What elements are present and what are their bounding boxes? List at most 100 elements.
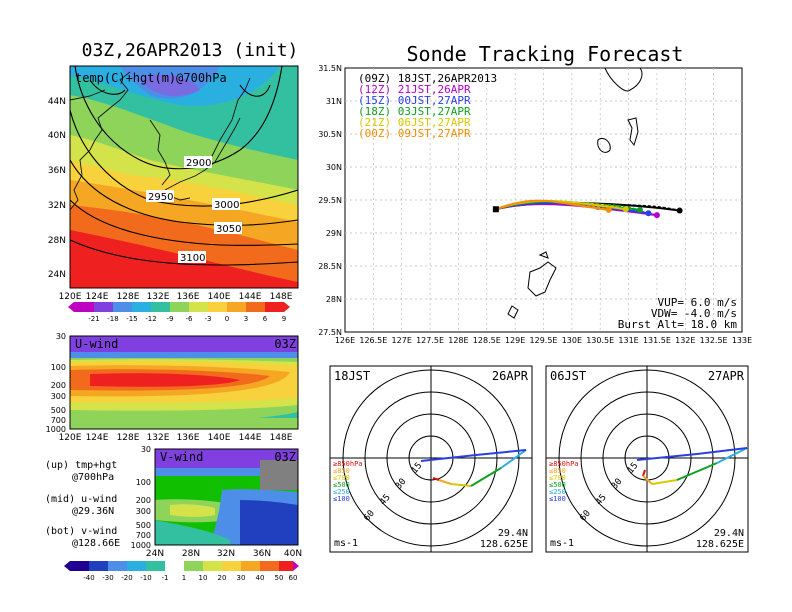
- lat-tick-label: 28.5N: [318, 262, 342, 271]
- landing-point: [645, 210, 652, 217]
- svg-text:144E: 144E: [239, 433, 262, 443]
- contour-label: 2950: [148, 192, 173, 203]
- track-line: [495, 199, 609, 211]
- landing-point: [622, 206, 629, 213]
- svg-text:200: 200: [51, 381, 66, 390]
- hodograph-trace: [642, 475, 653, 485]
- temp-colorbar-labels: -21 -18 -15 -12 -9 -6 -3 0 3 6 9: [88, 315, 286, 323]
- svg-text:-40: -40: [83, 574, 94, 582]
- tracking-params: VUP= 6.0 m/s VDW= -4.0 m/s Burst Alt= 18…: [618, 296, 738, 331]
- svg-text:Burst Alt= 18.0 km: Burst Alt= 18.0 km: [618, 318, 738, 331]
- hodograph-trace: [438, 479, 452, 485]
- svg-text:700: 700: [51, 416, 66, 425]
- hodograph-unit: ms-1: [334, 538, 358, 549]
- svg-text:60: 60: [289, 574, 298, 582]
- svg-text:120E: 120E: [59, 433, 82, 443]
- hodograph-level-label: ≤850: [549, 467, 566, 475]
- descent-line: [572, 203, 609, 211]
- lon-tick-label: 127E: [392, 336, 412, 345]
- top-map-lon-ticks: 120E 124E 128E 132E 136E 140E 144E 148E: [59, 292, 293, 302]
- descent-line: [580, 202, 626, 210]
- hodograph-level-label: ≤100: [333, 495, 350, 503]
- svg-text:140E: 140E: [208, 292, 231, 302]
- svg-text:-15: -15: [126, 315, 137, 323]
- descent-line: [607, 203, 680, 212]
- hodograph-trace: [420, 449, 527, 462]
- svg-text:-12: -12: [145, 315, 156, 323]
- tracking-gridlines: [345, 68, 742, 332]
- u-wind-lon-ticks: 120E 124E 128E 132E 136E 140E 144E 148E: [59, 433, 293, 443]
- svg-text:1000: 1000: [46, 425, 66, 434]
- svg-text:20: 20: [218, 574, 227, 582]
- v-wind-time: 03Z: [274, 450, 296, 464]
- svg-text:-3: -3: [205, 315, 212, 323]
- svg-text:128E: 128E: [117, 292, 140, 302]
- svg-text:200: 200: [136, 496, 151, 505]
- temp-colorbar: [68, 302, 290, 312]
- hodograph-trace: [716, 447, 748, 464]
- svg-text:300: 300: [136, 507, 151, 516]
- hodograph-trace: [642, 469, 646, 477]
- svg-text:148E: 148E: [270, 292, 293, 302]
- svg-text:32N: 32N: [217, 549, 235, 559]
- svg-text:-9: -9: [167, 315, 174, 323]
- v-wind-p-ticks: 30 100 200 300 500 700 1000: [131, 445, 151, 550]
- svg-text:124E: 124E: [86, 433, 109, 443]
- svg-text:136E: 136E: [177, 433, 200, 443]
- svg-text:30: 30: [237, 574, 246, 582]
- hodograph-date: 26APR: [492, 369, 529, 383]
- svg-text:40N: 40N: [284, 549, 302, 559]
- svg-text:@700hPa: @700hPa: [72, 472, 114, 483]
- hodograph-trace: [470, 467, 502, 487]
- top-map-lat-ticks: 44N 40N 36N 32N 28N 24N: [48, 97, 66, 280]
- svg-text:(mid) u-wind: (mid) u-wind: [45, 494, 117, 505]
- hodograph-level-label: ≤100: [549, 495, 566, 503]
- svg-text:3: 3: [244, 315, 248, 323]
- svg-text:128E: 128E: [117, 433, 140, 443]
- hodograph-trace: [676, 462, 718, 481]
- lon-tick-label: 132.5E: [700, 336, 728, 345]
- legend-entry: (18Z) 03JST,27APR: [358, 105, 471, 118]
- v-wind-colorbar: [64, 561, 299, 571]
- lon-tick-label: 132E: [675, 336, 695, 345]
- svg-text:136E: 136E: [177, 292, 200, 302]
- lon-tick-label: 128E: [448, 336, 468, 345]
- hodograph-level-label: ≤500: [549, 481, 566, 489]
- svg-text:6: 6: [263, 315, 268, 323]
- hodograph-lon: 128.625E: [696, 539, 744, 550]
- svg-text:124E: 124E: [86, 292, 109, 302]
- lon-tick-label: 129.5E: [530, 336, 558, 345]
- svg-text:30: 30: [141, 445, 151, 454]
- v-wind-colorbar-labels: -40 -30 -20 -10 -1 1 10 20 30 40 50 60: [83, 574, 297, 582]
- lon-tick-label: 128.5E: [473, 336, 501, 345]
- temp-map-label: temp(C)+hgt(m)@700hPa: [75, 71, 227, 85]
- svg-text:140E: 140E: [208, 433, 231, 443]
- temp-map: [70, 66, 298, 288]
- left-title: 03Z,26APR2013 (init): [81, 40, 299, 61]
- lon-tick-label: 127.5E: [416, 336, 444, 345]
- svg-text:-18: -18: [107, 315, 118, 323]
- lat-tick-label: 31N: [326, 97, 342, 106]
- lat-tick-label: 30.5N: [318, 130, 342, 139]
- lat-tick-label: 29N: [326, 229, 342, 238]
- svg-text:28N: 28N: [182, 549, 200, 559]
- hodograph-trace: [432, 477, 440, 481]
- lon-tick-label: 126E: [335, 336, 355, 345]
- hodograph-date: 27APR: [708, 369, 745, 383]
- svg-text:-6: -6: [186, 315, 194, 323]
- landing-point: [653, 212, 660, 219]
- lon-tick-label: 131.5E: [643, 336, 671, 345]
- contour-label: 3000: [214, 200, 239, 211]
- lat-tick-label: 30N: [326, 163, 342, 172]
- hodograph-time: 18JST: [334, 369, 370, 383]
- launch-point: [492, 206, 499, 213]
- u-wind-panel: [70, 336, 298, 429]
- svg-text:132E: 132E: [147, 292, 170, 302]
- lon-tick-label: 126.5E: [359, 336, 387, 345]
- hodograph-level-label: ≤500: [333, 481, 350, 489]
- svg-text:36N: 36N: [48, 166, 66, 176]
- svg-text:32N: 32N: [48, 201, 66, 211]
- svg-text:144E: 144E: [239, 292, 262, 302]
